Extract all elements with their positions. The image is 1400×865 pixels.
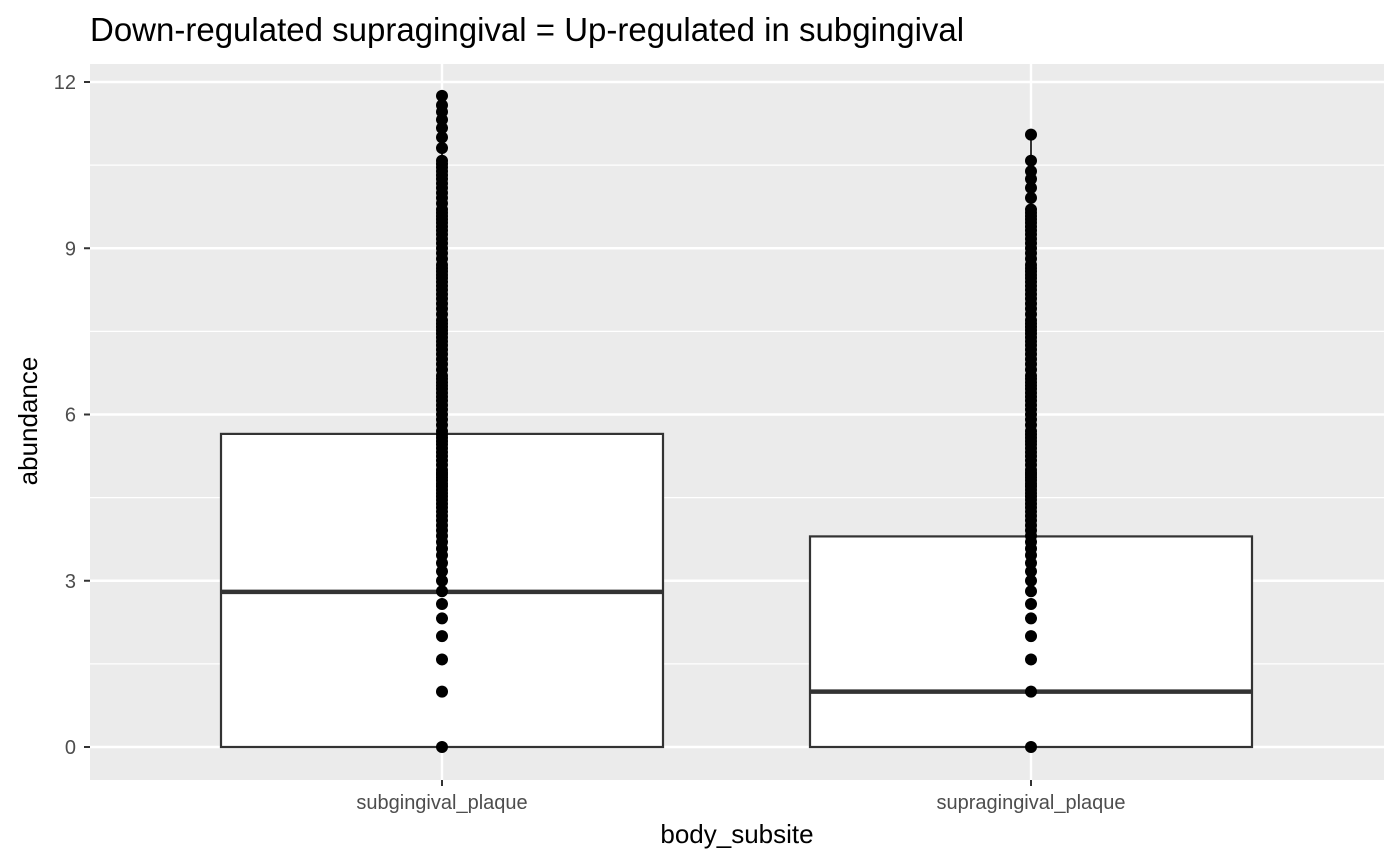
x-tick-label: supragingival_plaque	[936, 792, 1125, 814]
data-point	[1025, 203, 1037, 216]
data-point	[1025, 191, 1037, 204]
data-point	[436, 141, 448, 154]
data-point	[436, 612, 448, 625]
data-point	[436, 630, 448, 643]
data-point	[1025, 565, 1037, 578]
data-point	[1025, 181, 1037, 194]
data-point	[1025, 154, 1037, 167]
data-point	[436, 131, 448, 144]
data-point	[1025, 598, 1037, 611]
data-point	[1025, 630, 1037, 643]
y-tick-label: 12	[54, 72, 76, 94]
data-point	[436, 653, 448, 666]
y-tick-label: 6	[65, 405, 76, 427]
data-point	[436, 99, 448, 112]
y-tick-label: 3	[65, 571, 76, 593]
data-point	[436, 89, 448, 102]
data-point	[1025, 128, 1037, 141]
data-point	[1025, 574, 1037, 587]
y-tick-label: 0	[65, 737, 76, 759]
data-point	[436, 585, 448, 598]
chart-title: Down-regulated supragingival = Up-regula…	[90, 11, 964, 48]
points-layer	[436, 89, 1037, 753]
data-point	[436, 598, 448, 611]
data-point	[436, 574, 448, 587]
data-point	[1025, 165, 1037, 178]
x-axis-title: body_subsite	[660, 819, 813, 849]
data-point	[436, 121, 448, 134]
x-tick-label: subgingival_plaque	[356, 792, 527, 814]
data-point	[1025, 585, 1037, 598]
data-point	[436, 565, 448, 578]
data-point	[436, 741, 448, 753]
y-axis-title: abundance	[13, 357, 43, 486]
data-point	[436, 154, 448, 167]
data-point	[436, 685, 448, 698]
data-point	[1025, 685, 1037, 698]
y-tick-label: 9	[65, 238, 76, 260]
data-point	[1025, 741, 1037, 753]
y-axis: 0 3 6 9 12	[54, 72, 90, 759]
data-point	[1025, 653, 1037, 666]
data-point	[1025, 612, 1037, 625]
x-axis: subgingival_plaque supragingival_plaque	[356, 780, 1126, 814]
